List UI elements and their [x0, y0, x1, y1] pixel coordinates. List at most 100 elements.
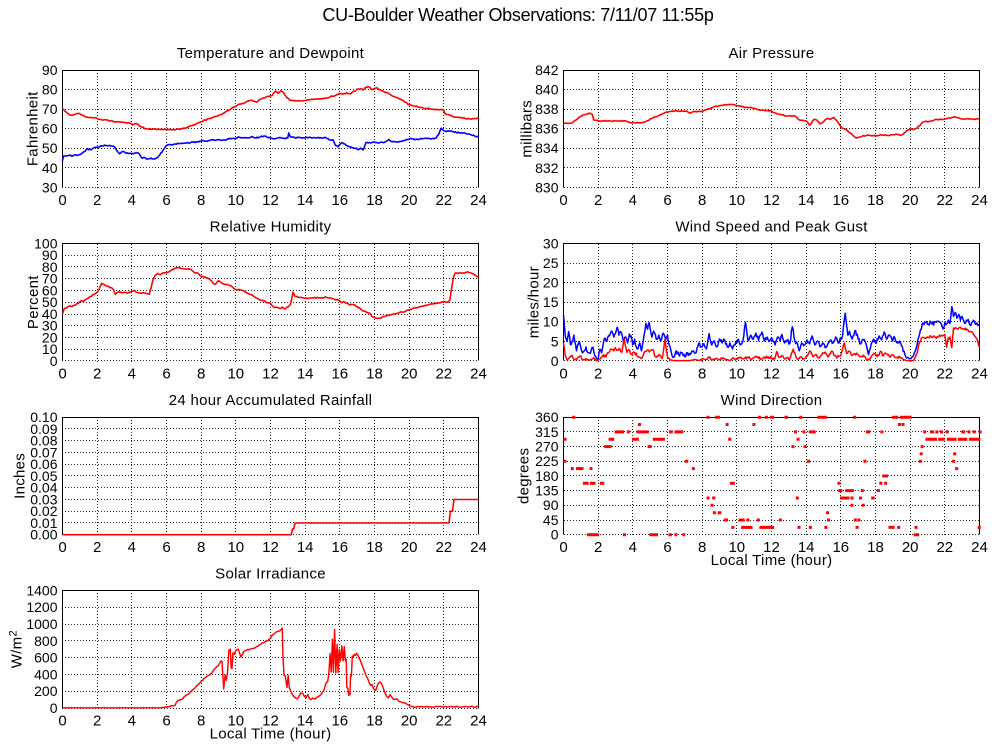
svg-text:1400: 1400	[26, 582, 57, 598]
svg-text:12: 12	[262, 539, 279, 556]
svg-text:0.07: 0.07	[30, 444, 57, 460]
svg-text:2: 2	[93, 366, 101, 383]
svg-text:832: 832	[535, 160, 559, 176]
svg-text:18: 18	[867, 366, 884, 383]
svg-text:0: 0	[551, 527, 559, 543]
svg-text:90: 90	[42, 62, 58, 78]
svg-text:18: 18	[867, 192, 884, 209]
svg-text:8: 8	[197, 713, 205, 730]
svg-text:360: 360	[535, 409, 559, 425]
svg-text:24: 24	[470, 713, 487, 730]
svg-text:70: 70	[42, 101, 58, 117]
svg-text:16: 16	[331, 366, 348, 383]
svg-text:10: 10	[227, 539, 244, 556]
svg-text:8: 8	[197, 539, 205, 556]
svg-text:18: 18	[366, 713, 383, 730]
svg-text:80: 80	[42, 82, 58, 98]
svg-text:0: 0	[559, 192, 567, 209]
svg-text:6: 6	[162, 366, 170, 383]
svg-text:50: 50	[42, 294, 58, 310]
svg-text:18: 18	[366, 192, 383, 209]
svg-text:5: 5	[551, 333, 559, 349]
svg-text:15: 15	[543, 294, 559, 310]
svg-text:24 hour Accumulated Rainfall: 24 hour Accumulated Rainfall	[169, 392, 373, 409]
svg-text:4: 4	[629, 366, 637, 383]
svg-text:W/m2: W/m2	[8, 630, 26, 668]
svg-text:20: 20	[401, 192, 418, 209]
svg-text:20: 20	[902, 539, 919, 556]
svg-text:0: 0	[551, 353, 559, 369]
svg-text:Local Time (hour): Local Time (hour)	[210, 726, 332, 743]
svg-text:Wind Speed and Peak Gust: Wind Speed and Peak Gust	[675, 219, 868, 236]
svg-text:20: 20	[401, 366, 418, 383]
svg-text:Relative Humidity: Relative Humidity	[210, 219, 332, 236]
svg-text:22: 22	[435, 539, 452, 556]
svg-text:400: 400	[34, 666, 58, 682]
svg-text:22: 22	[936, 539, 953, 556]
svg-text:Percent: Percent	[25, 275, 42, 329]
svg-text:20: 20	[902, 366, 919, 383]
svg-text:70: 70	[42, 271, 58, 287]
svg-text:0.09: 0.09	[30, 421, 57, 437]
svg-text:12: 12	[763, 366, 780, 383]
svg-text:0: 0	[58, 713, 66, 730]
svg-text:4: 4	[128, 713, 136, 730]
svg-text:18: 18	[366, 539, 383, 556]
svg-text:24: 24	[470, 539, 487, 556]
svg-text:12: 12	[262, 366, 279, 383]
svg-text:24: 24	[971, 539, 988, 556]
svg-text:10: 10	[728, 539, 745, 556]
svg-text:Temperature and Dewpoint: Temperature and Dewpoint	[177, 45, 365, 62]
svg-text:8: 8	[698, 366, 706, 383]
svg-text:838: 838	[535, 101, 559, 117]
svg-text:10: 10	[543, 314, 559, 330]
svg-text:CU-Boulder Weather Observation: CU-Boulder Weather Observations: 7/11/07…	[322, 5, 713, 25]
svg-text:10: 10	[42, 341, 58, 357]
svg-text:0: 0	[50, 700, 58, 716]
svg-text:836: 836	[535, 121, 559, 137]
svg-text:20: 20	[902, 192, 919, 209]
svg-text:0: 0	[559, 539, 567, 556]
svg-text:16: 16	[331, 539, 348, 556]
svg-text:24: 24	[470, 192, 487, 209]
svg-text:270: 270	[535, 439, 559, 455]
svg-text:degrees: degrees	[516, 448, 533, 504]
svg-text:14: 14	[297, 713, 314, 730]
svg-text:60: 60	[42, 282, 58, 298]
svg-text:842: 842	[535, 62, 559, 78]
svg-text:8: 8	[698, 539, 706, 556]
svg-text:180: 180	[535, 468, 559, 484]
svg-text:834: 834	[535, 140, 559, 156]
svg-text:6: 6	[162, 713, 170, 730]
svg-text:2: 2	[594, 192, 602, 209]
svg-text:0: 0	[58, 192, 66, 209]
svg-text:45: 45	[543, 512, 559, 528]
svg-text:0.08: 0.08	[30, 433, 57, 449]
svg-text:16: 16	[331, 713, 348, 730]
svg-text:16: 16	[832, 192, 849, 209]
svg-text:Wind Direction: Wind Direction	[721, 392, 823, 409]
svg-text:2: 2	[93, 713, 101, 730]
svg-text:14: 14	[798, 539, 815, 556]
svg-text:24: 24	[971, 192, 988, 209]
svg-text:20: 20	[543, 275, 559, 291]
svg-text:1200: 1200	[26, 599, 57, 615]
svg-text:2: 2	[93, 539, 101, 556]
svg-text:40: 40	[42, 160, 58, 176]
svg-text:0.06: 0.06	[30, 456, 57, 472]
svg-text:Fahrenheit: Fahrenheit	[25, 91, 42, 166]
svg-text:6: 6	[663, 366, 671, 383]
svg-text:22: 22	[435, 713, 452, 730]
svg-text:0.04: 0.04	[30, 480, 57, 496]
svg-text:2: 2	[93, 192, 101, 209]
svg-text:80: 80	[42, 259, 58, 275]
svg-text:16: 16	[832, 366, 849, 383]
svg-text:830: 830	[535, 179, 559, 195]
svg-text:14: 14	[297, 366, 314, 383]
svg-text:0.05: 0.05	[30, 468, 57, 484]
svg-text:10: 10	[227, 366, 244, 383]
svg-text:0: 0	[58, 539, 66, 556]
svg-text:6: 6	[162, 539, 170, 556]
svg-text:100: 100	[34, 235, 58, 251]
svg-text:30: 30	[42, 318, 58, 334]
